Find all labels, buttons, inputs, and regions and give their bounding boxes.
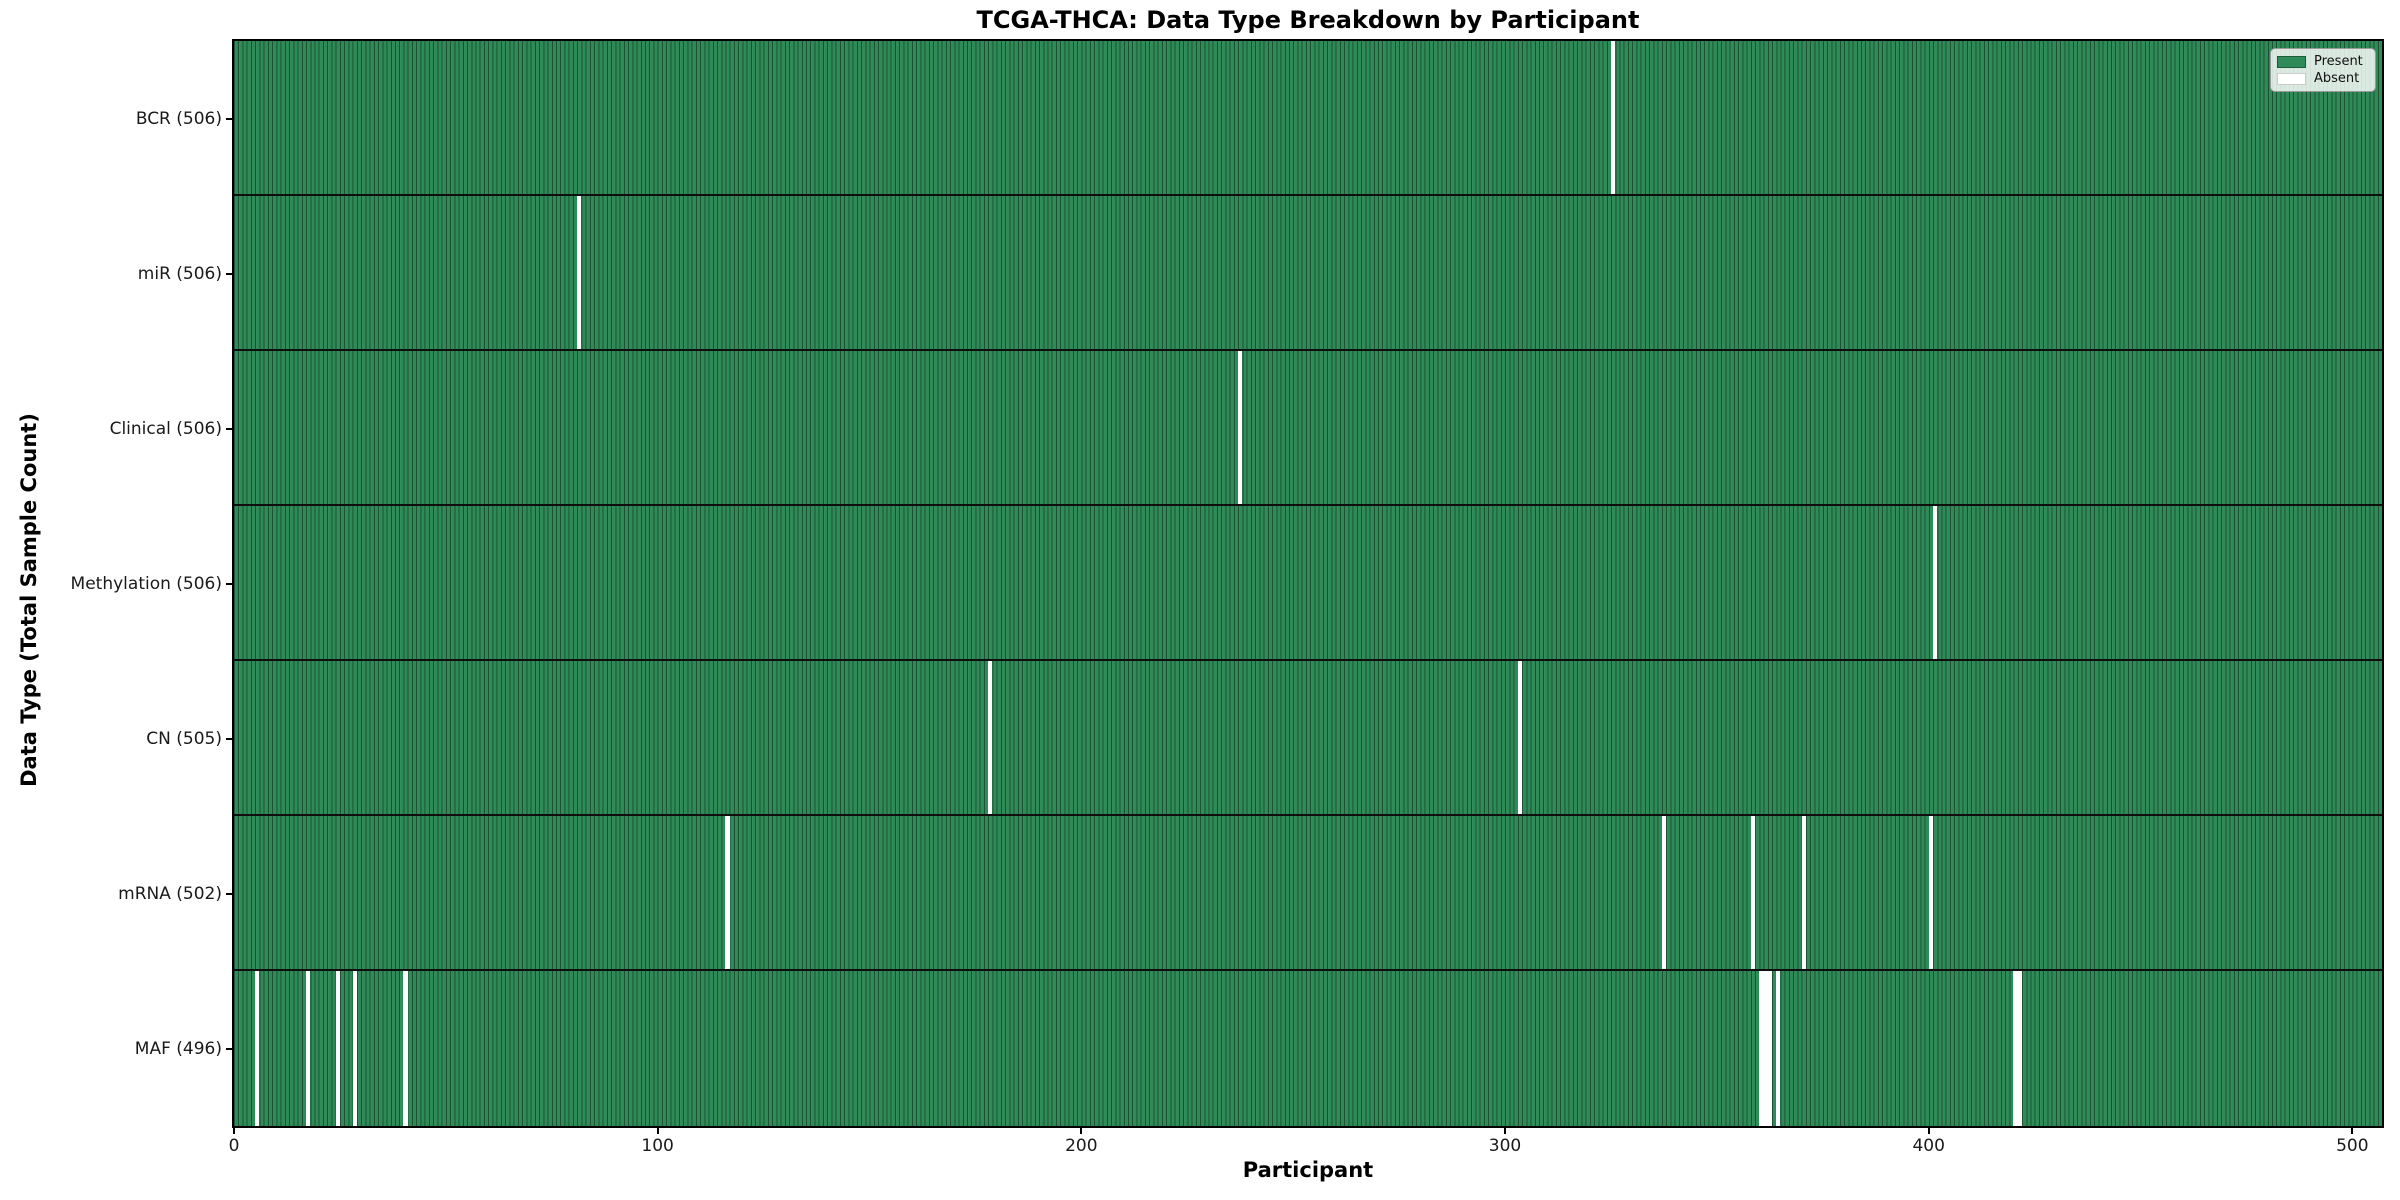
ytick-mark xyxy=(226,582,234,585)
legend-absent-label: Absent xyxy=(2314,70,2360,86)
xtick-mark xyxy=(233,1126,235,1134)
absent-gap xyxy=(1763,971,1768,1126)
ytick-label-mrna: mRNA (502) xyxy=(118,883,222,904)
ytick-mark xyxy=(226,737,234,740)
xtick-label-500: 500 xyxy=(2336,1136,2369,1156)
absent-gap xyxy=(1759,971,1764,1126)
absent-gap xyxy=(988,661,993,814)
xtick-label-100: 100 xyxy=(641,1136,674,1156)
ytick-label-methylation: Methylation (506) xyxy=(70,573,222,594)
heatmap-row-bcr xyxy=(234,41,2382,196)
ytick-mark xyxy=(226,272,234,275)
legend-present-label: Present xyxy=(2314,53,2363,69)
absent-gap xyxy=(1610,41,1616,194)
ytick-label-bcr: BCR (506) xyxy=(135,108,222,129)
absent-gap xyxy=(1801,816,1806,969)
absent-gap xyxy=(725,816,730,969)
heatmap-row-mrna xyxy=(234,816,2382,971)
ytick-label-mir: miR (506) xyxy=(137,263,222,284)
absent-gap xyxy=(577,196,582,349)
absent-gap xyxy=(1776,971,1781,1126)
absent-gap xyxy=(335,971,340,1126)
absent-gap xyxy=(1238,351,1243,504)
xtick-mark xyxy=(656,1126,659,1134)
xtick-mark xyxy=(1504,1126,1506,1134)
xtick-mark xyxy=(1080,1126,1083,1134)
absent-gap xyxy=(403,971,408,1126)
xtick-mark xyxy=(1927,1126,1930,1134)
ytick-mark xyxy=(226,427,234,430)
xtick-label-400: 400 xyxy=(1912,1136,1945,1156)
ytick-label-cn: CN (505) xyxy=(146,728,222,749)
x-axis-title: Participant xyxy=(1242,1158,1374,1182)
ytick-mark xyxy=(226,892,234,895)
ytick-mark xyxy=(226,1047,234,1050)
xtick-label-0: 0 xyxy=(228,1136,240,1156)
heatmap-row-clinical xyxy=(234,351,2382,506)
absent-gap xyxy=(1661,816,1666,969)
absent-gap xyxy=(1517,661,1522,814)
y-axis-title: Data Type (Total Sample Count) xyxy=(17,413,42,787)
absent-gap xyxy=(1928,816,1933,969)
heatmap-row-mir xyxy=(234,196,2382,351)
xtick-mark xyxy=(2351,1126,2354,1134)
xtick-label-300: 300 xyxy=(1488,1136,1522,1156)
absent-gap xyxy=(2017,971,2022,1126)
absent-gap xyxy=(1767,971,1772,1126)
heatmap-row-maf xyxy=(234,971,2382,1126)
absent-gap xyxy=(2013,971,2018,1126)
chart-title: TCGA-THCA: Data Type Breakdown by Partic… xyxy=(976,6,1640,34)
plot-area xyxy=(232,39,2384,1128)
legend: Present Absent xyxy=(2270,48,2376,92)
ytick-label-clinical: Clinical (506) xyxy=(109,418,222,439)
absent-gap xyxy=(352,971,357,1126)
absent-gap xyxy=(1750,816,1755,969)
present-swatch-icon xyxy=(2277,55,2306,68)
absent-gap xyxy=(306,971,311,1126)
legend-item-absent: Absent xyxy=(2277,70,2369,86)
ytick-mark xyxy=(226,117,234,120)
xtick-label-200: 200 xyxy=(1065,1136,1098,1156)
absent-swatch-icon xyxy=(2277,72,2306,85)
ytick-label-maf: MAF (496) xyxy=(134,1038,222,1059)
heatmap-row-methylation xyxy=(234,506,2382,661)
heatmap-row-cn xyxy=(234,661,2382,816)
legend-item-present: Present xyxy=(2277,53,2369,69)
absent-gap xyxy=(1932,506,1938,659)
absent-gap xyxy=(255,971,260,1126)
